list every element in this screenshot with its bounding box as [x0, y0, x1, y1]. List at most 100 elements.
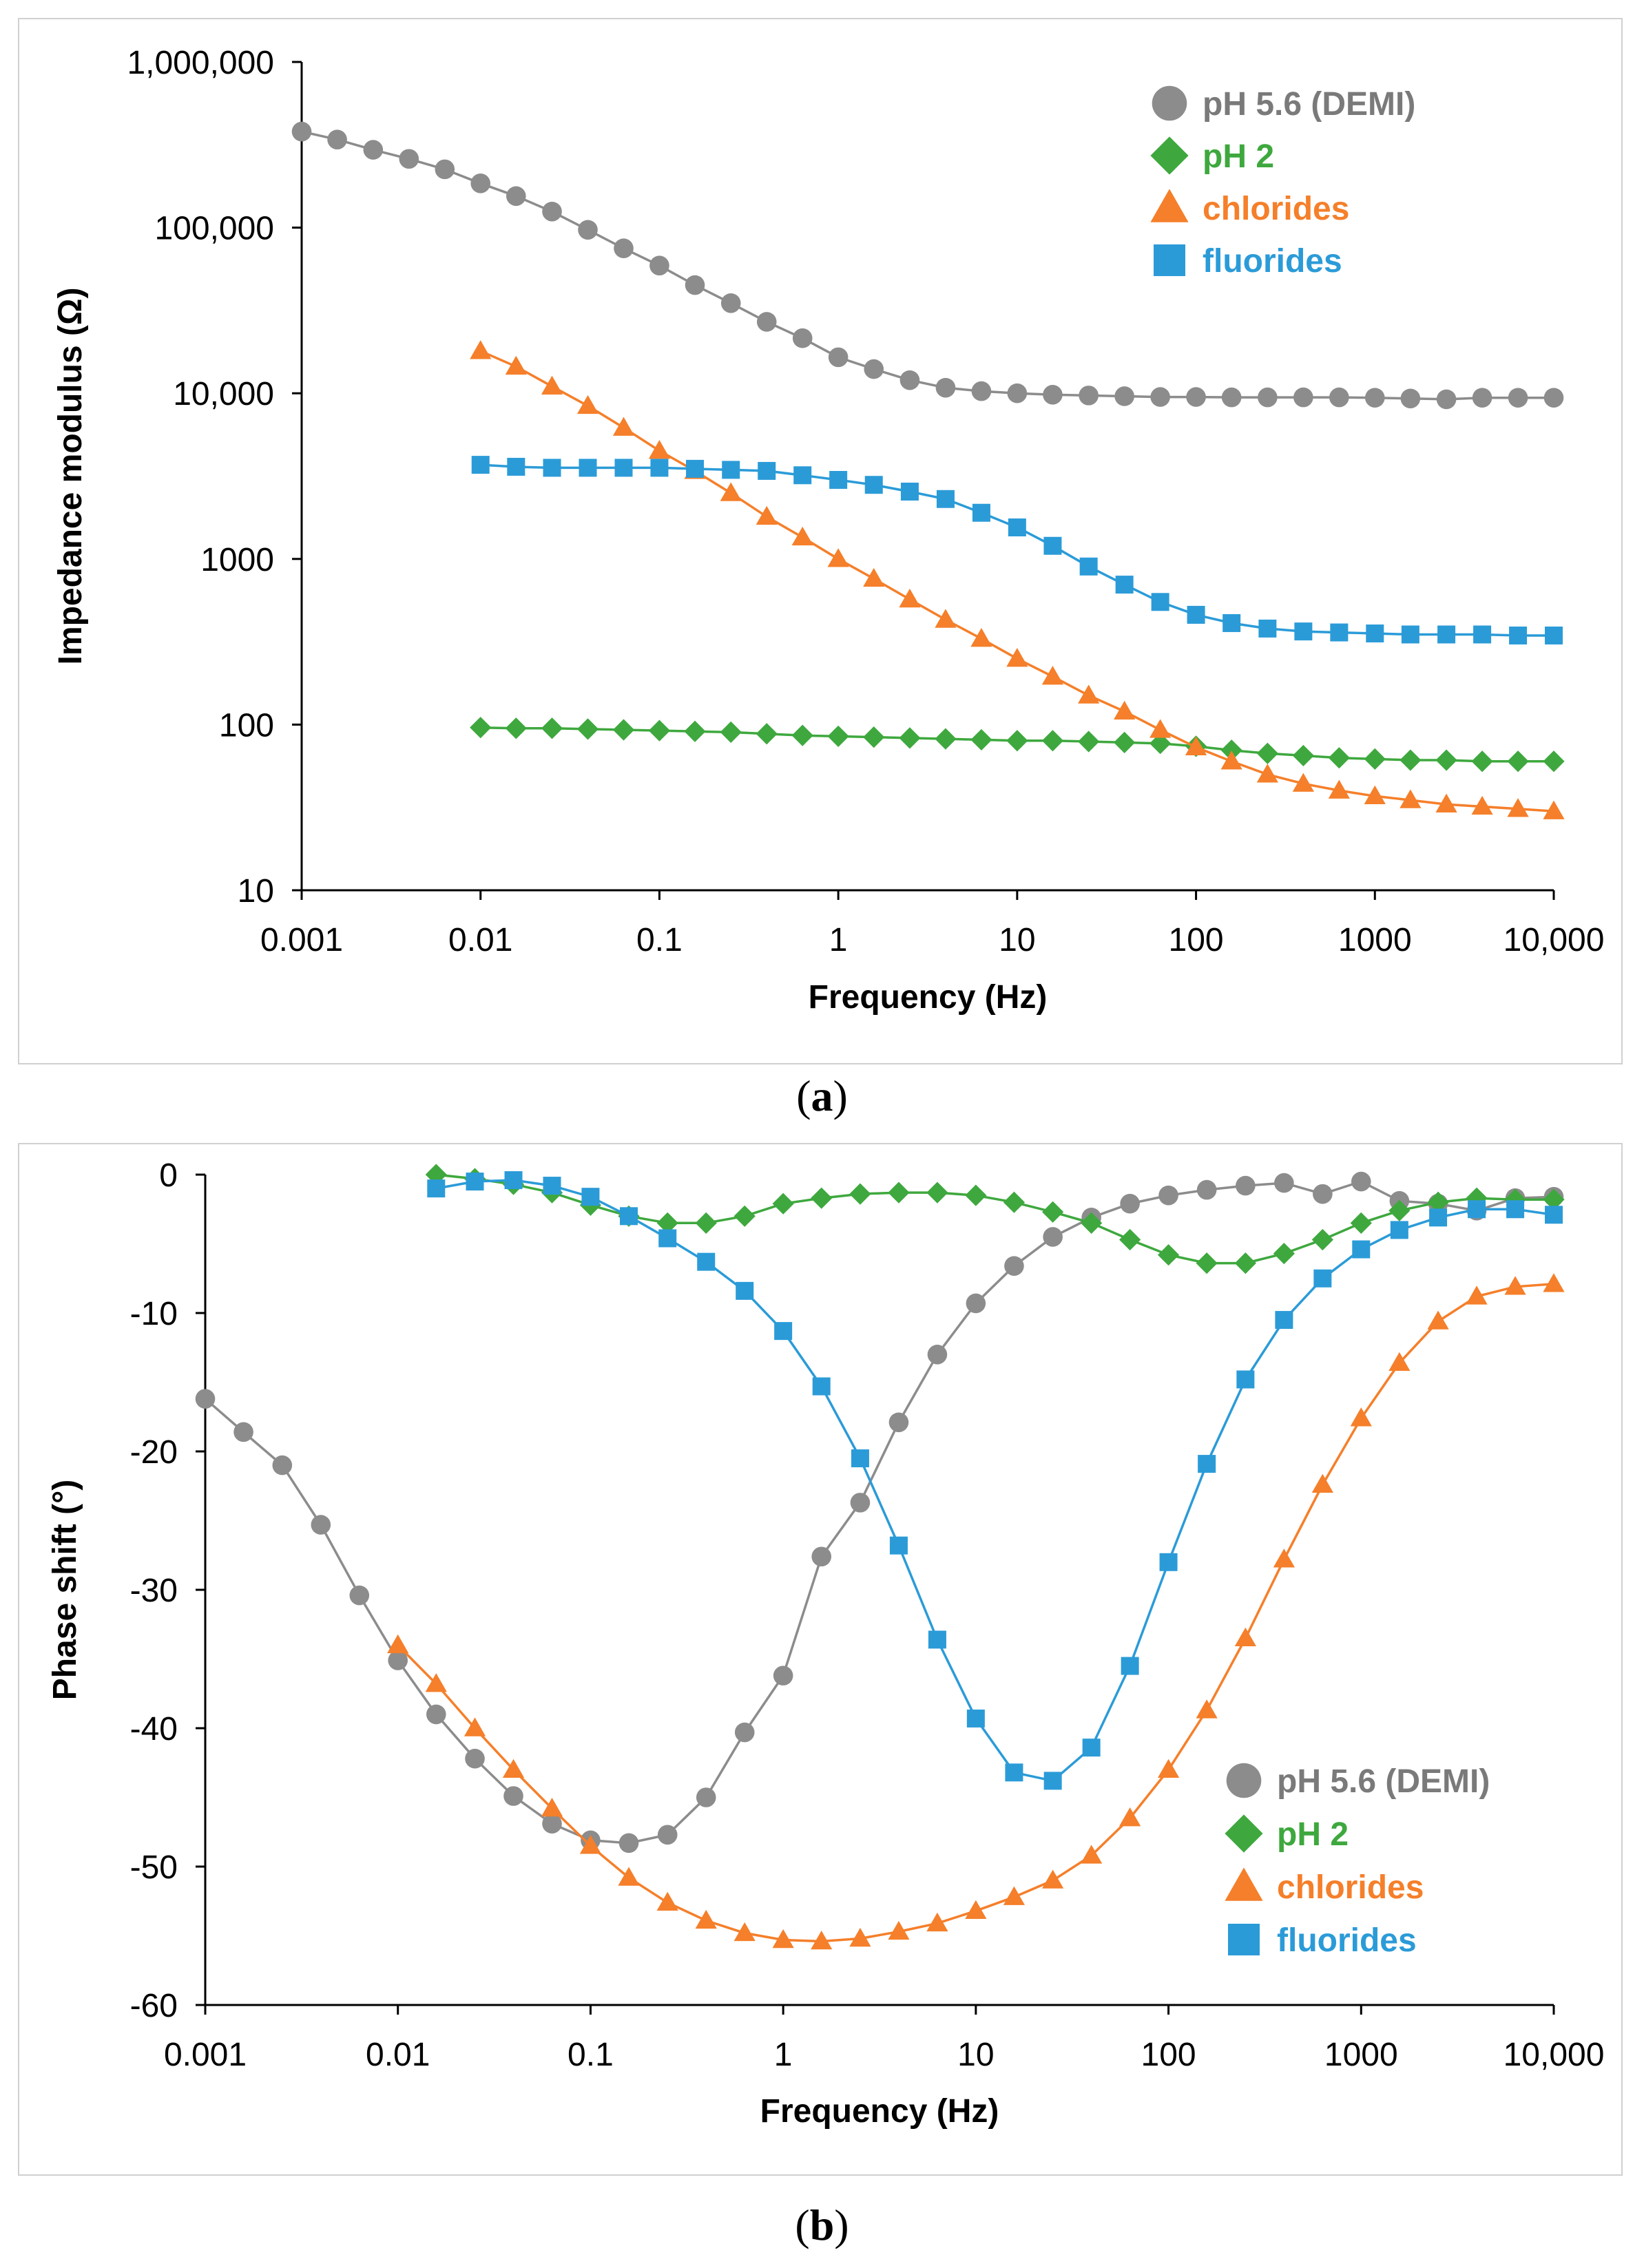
legend-label-ph-5-6-demi: pH 5.6 (DEMI) [1277, 1763, 1490, 1800]
data-point [1043, 1772, 1062, 1790]
data-point [1151, 593, 1169, 611]
legend-marker-chlorides [1150, 189, 1189, 222]
data-point [543, 459, 561, 477]
data-point [1234, 1627, 1256, 1647]
data-point [542, 1814, 562, 1834]
x-tick-label: 0.01 [366, 2037, 430, 2073]
data-point [614, 459, 633, 477]
data-point [1364, 785, 1386, 804]
data-point [1187, 605, 1205, 624]
data-point [827, 725, 849, 747]
data-point [829, 471, 848, 490]
data-point [363, 140, 384, 160]
x-tick-label: 100 [1141, 2037, 1196, 2073]
y-tick-label: 0 [159, 1157, 178, 1194]
y-tick-label: -50 [130, 1849, 178, 1886]
data-point [971, 381, 992, 401]
data-point [1008, 518, 1026, 537]
data-point [926, 1182, 948, 1204]
data-point [966, 1709, 985, 1728]
y-tick-label: -20 [130, 1434, 178, 1471]
x-tick-label: 0.001 [164, 2037, 247, 2073]
data-point [579, 459, 597, 477]
data-point [291, 121, 312, 142]
legend-label-fluorides: fluorides [1203, 243, 1342, 280]
data-point [899, 370, 920, 390]
data-point [792, 328, 813, 348]
data-point [1236, 1370, 1255, 1389]
panel-label-b: (b) [795, 2201, 849, 2249]
data-point [1157, 1243, 1180, 1266]
data-point [576, 718, 599, 740]
data-point [1157, 1758, 1180, 1778]
data-point [1234, 1252, 1256, 1274]
data-point [1329, 387, 1349, 408]
data-point [972, 503, 990, 522]
data-point [1115, 576, 1134, 594]
data-point [1508, 388, 1528, 408]
data-point [1043, 536, 1062, 555]
data-point [464, 1717, 486, 1736]
data-point [1435, 749, 1457, 771]
series-ph-5-6-demi [291, 121, 1564, 410]
data-point [1400, 749, 1422, 771]
data-point [471, 456, 490, 474]
data-point [1275, 1311, 1293, 1330]
series-ph-2 [470, 717, 1565, 773]
legend-marker-ph-2 [1225, 1814, 1263, 1853]
data-point [1121, 1657, 1139, 1675]
y-tick-label: -40 [130, 1711, 178, 1747]
data-point [1119, 1807, 1141, 1827]
data-point [1504, 1276, 1526, 1295]
data-point [1352, 1240, 1371, 1259]
data-point [1256, 764, 1278, 783]
data-point [1150, 387, 1170, 407]
data-point [387, 1634, 409, 1654]
data-point [827, 548, 849, 567]
series-chlorides [470, 340, 1565, 819]
data-point [648, 720, 671, 742]
data-point [388, 1650, 408, 1670]
x-tick-label: 10 [957, 2037, 994, 2073]
series-line-ph-5-6-demi [301, 130, 1554, 401]
x-tick-label: 100 [1169, 922, 1224, 958]
data-point [1043, 1227, 1063, 1247]
data-point [505, 717, 527, 739]
data-point [399, 149, 419, 169]
x-tick-label: 10 [999, 922, 1035, 958]
data-point [756, 505, 778, 525]
data-point [657, 1825, 678, 1845]
data-point [1543, 1188, 1565, 1210]
data-point [720, 482, 742, 501]
data-point [1079, 557, 1098, 576]
data-point [311, 1515, 331, 1535]
y-axis-title: Impedance modulus (Ω) [52, 288, 89, 665]
data-point [756, 723, 778, 745]
data-point [970, 628, 992, 647]
data-point [1330, 623, 1349, 642]
x-tick-label: 1000 [1338, 922, 1412, 958]
data-point [965, 1900, 987, 1920]
data-point [1401, 625, 1419, 644]
data-point [1350, 1212, 1372, 1234]
data-point [1273, 1548, 1295, 1568]
x-tick-label: 1000 [1324, 2037, 1398, 2073]
data-point [1198, 1455, 1216, 1473]
data-point [935, 728, 957, 750]
data-point [850, 1493, 871, 1513]
series-ph-2 [425, 1164, 1565, 1274]
data-point [503, 1786, 523, 1806]
data-point [899, 727, 921, 749]
data-point [1273, 1242, 1295, 1265]
x-axis-title: Frequency (Hz) [809, 979, 1048, 1016]
data-point [758, 461, 776, 480]
data-point [541, 375, 563, 395]
data-point [1471, 750, 1493, 773]
series-line-ph-2 [436, 1173, 1554, 1265]
data-point [470, 717, 492, 739]
data-point [612, 417, 635, 436]
legend-label-ph-2: pH 2 [1203, 138, 1274, 175]
data-point [720, 293, 741, 313]
data-point [578, 220, 598, 240]
legend-marker-ph-2 [1150, 136, 1189, 175]
